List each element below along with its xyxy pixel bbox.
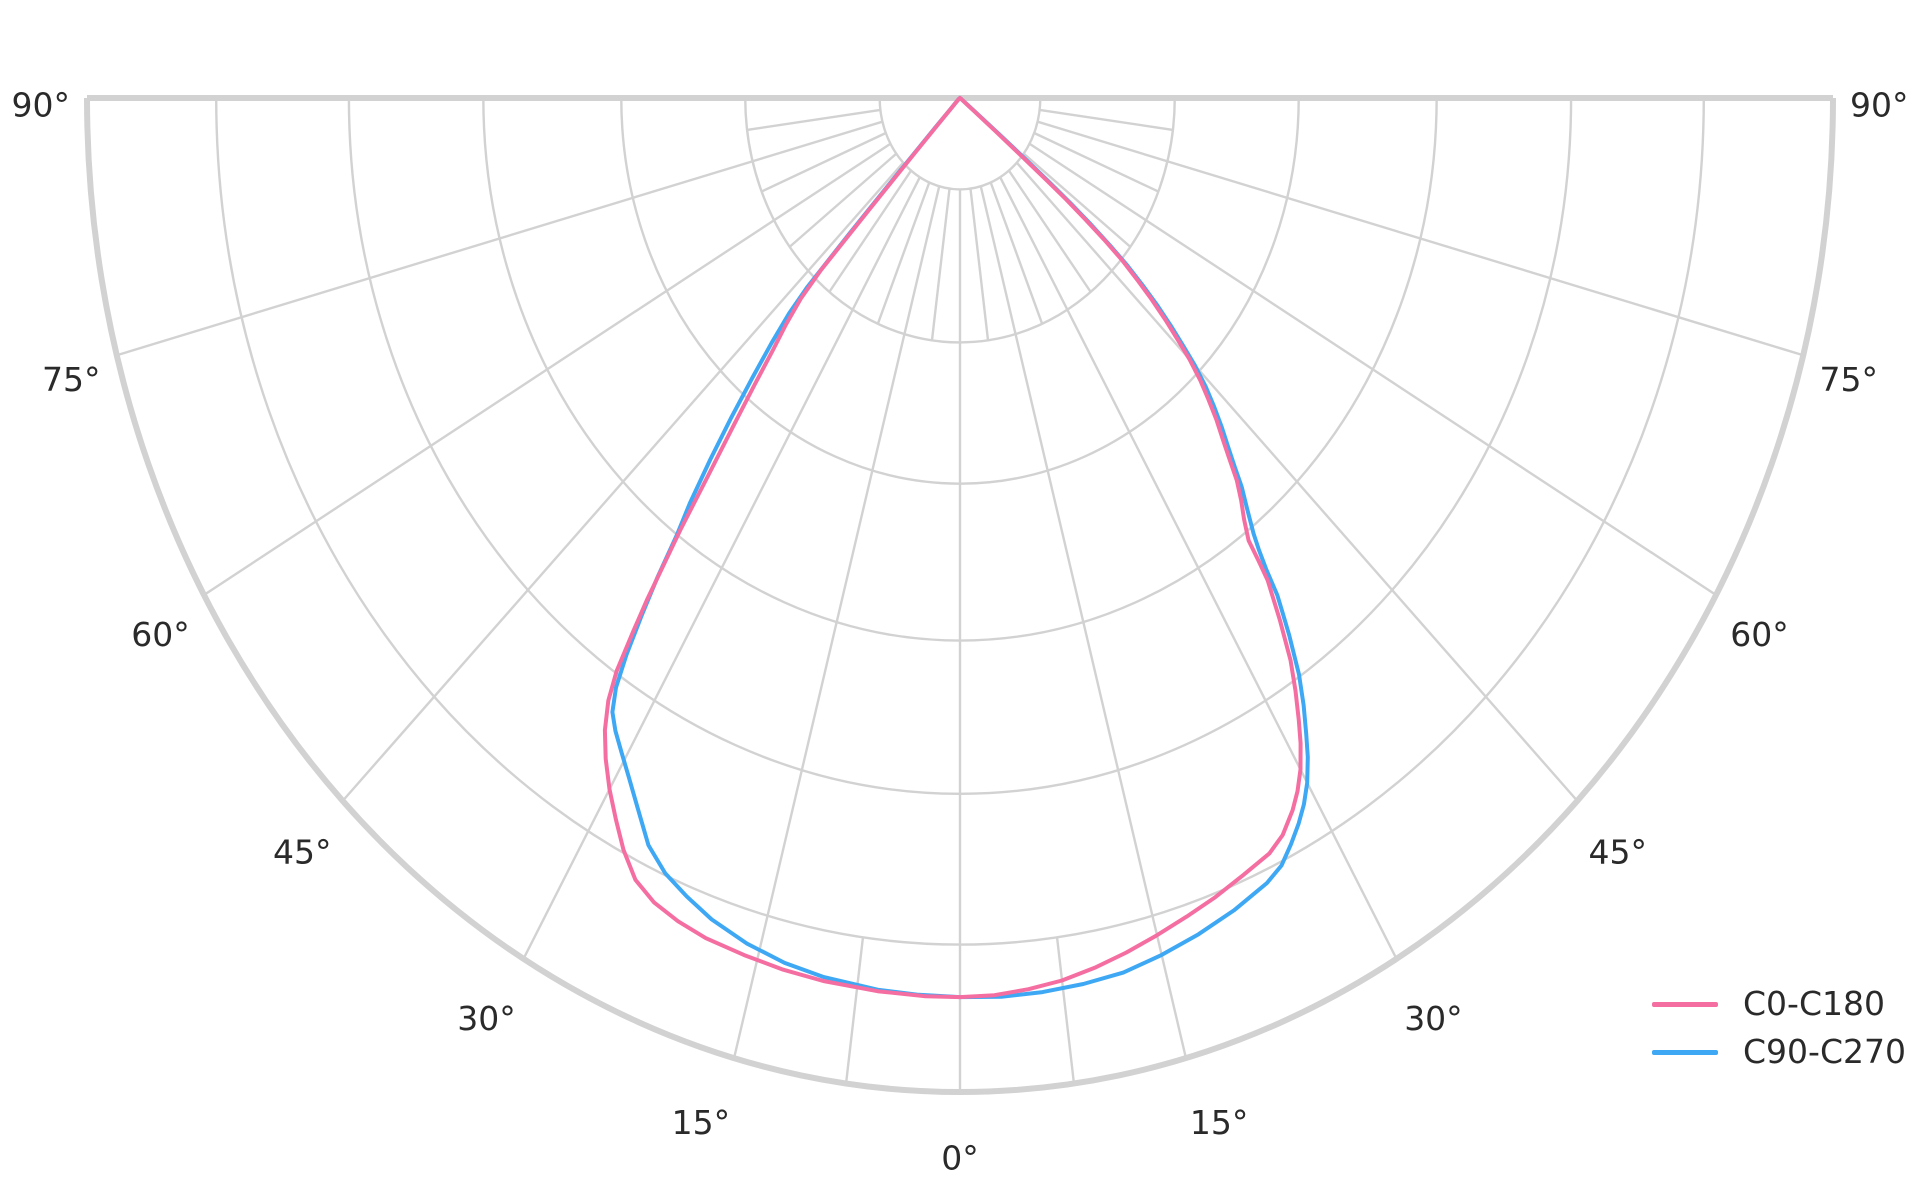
grid-spoke-inner <box>788 152 898 248</box>
angle-tick-label: 30° <box>457 999 516 1038</box>
angle-tick-label: 75° <box>1820 360 1879 399</box>
grid-spoke-outer <box>1055 937 1076 1084</box>
grid-spoke-inner <box>969 188 990 341</box>
legend-line-swatch-blue <box>1652 1049 1718 1055</box>
grid-spoke <box>999 176 1398 960</box>
legend: C0-C180 C90-C270 <box>1652 985 1906 1071</box>
grid-spoke-inner <box>876 182 931 325</box>
grid-spoke <box>522 176 921 960</box>
legend-line-swatch-pink <box>1652 1001 1718 1007</box>
legend-item-c0-c180: C0-C180 <box>1652 985 1906 1023</box>
grid-spoke-inner <box>761 131 887 193</box>
grid-spoke <box>1028 142 1717 597</box>
grid-spoke-inner <box>1007 169 1092 293</box>
angle-tick-label: 0° <box>941 1139 979 1177</box>
angle-tick-label: 45° <box>273 833 332 872</box>
angle-tick-label: 60° <box>131 615 190 654</box>
grid-spoke <box>116 120 883 357</box>
grid-spoke-inner <box>989 182 1044 325</box>
boundary-arc <box>84 97 1836 1095</box>
grid-spoke-inner <box>1022 152 1132 248</box>
grid-spoke-inner <box>828 169 913 293</box>
grid-spoke <box>203 142 892 597</box>
legend-label: C90-C270 <box>1743 1032 1906 1071</box>
curve-c0-c180 <box>602 96 1303 1000</box>
grid-ring <box>878 97 1042 191</box>
angle-tick-label: 30° <box>1404 999 1463 1038</box>
angle-tick-label: 15° <box>672 1103 731 1142</box>
angle-tick-label: 45° <box>1589 833 1648 872</box>
legend-item-c90-c270: C90-C270 <box>1652 1033 1906 1071</box>
grid-spoke <box>1015 161 1579 802</box>
angle-tick-label: 60° <box>1730 615 1789 654</box>
grid-spoke-outer <box>844 937 865 1084</box>
angle-tick-label: 15° <box>1190 1103 1249 1142</box>
angle-tick-label: 90° <box>12 86 71 125</box>
grid-spoke <box>1037 120 1804 357</box>
angle-tick-label: 75° <box>42 360 101 399</box>
grid-spoke-inner <box>930 188 951 341</box>
grid-spoke-inner <box>1033 131 1159 193</box>
grid-spoke-inner <box>746 108 881 132</box>
angle-tick-label: 90° <box>1850 86 1909 125</box>
grid-spoke <box>979 186 1188 1059</box>
legend-label: C0-C180 <box>1743 984 1885 1023</box>
grid-spoke <box>341 161 905 802</box>
grid-spoke <box>732 186 941 1059</box>
grid-spoke-inner <box>1039 108 1174 132</box>
